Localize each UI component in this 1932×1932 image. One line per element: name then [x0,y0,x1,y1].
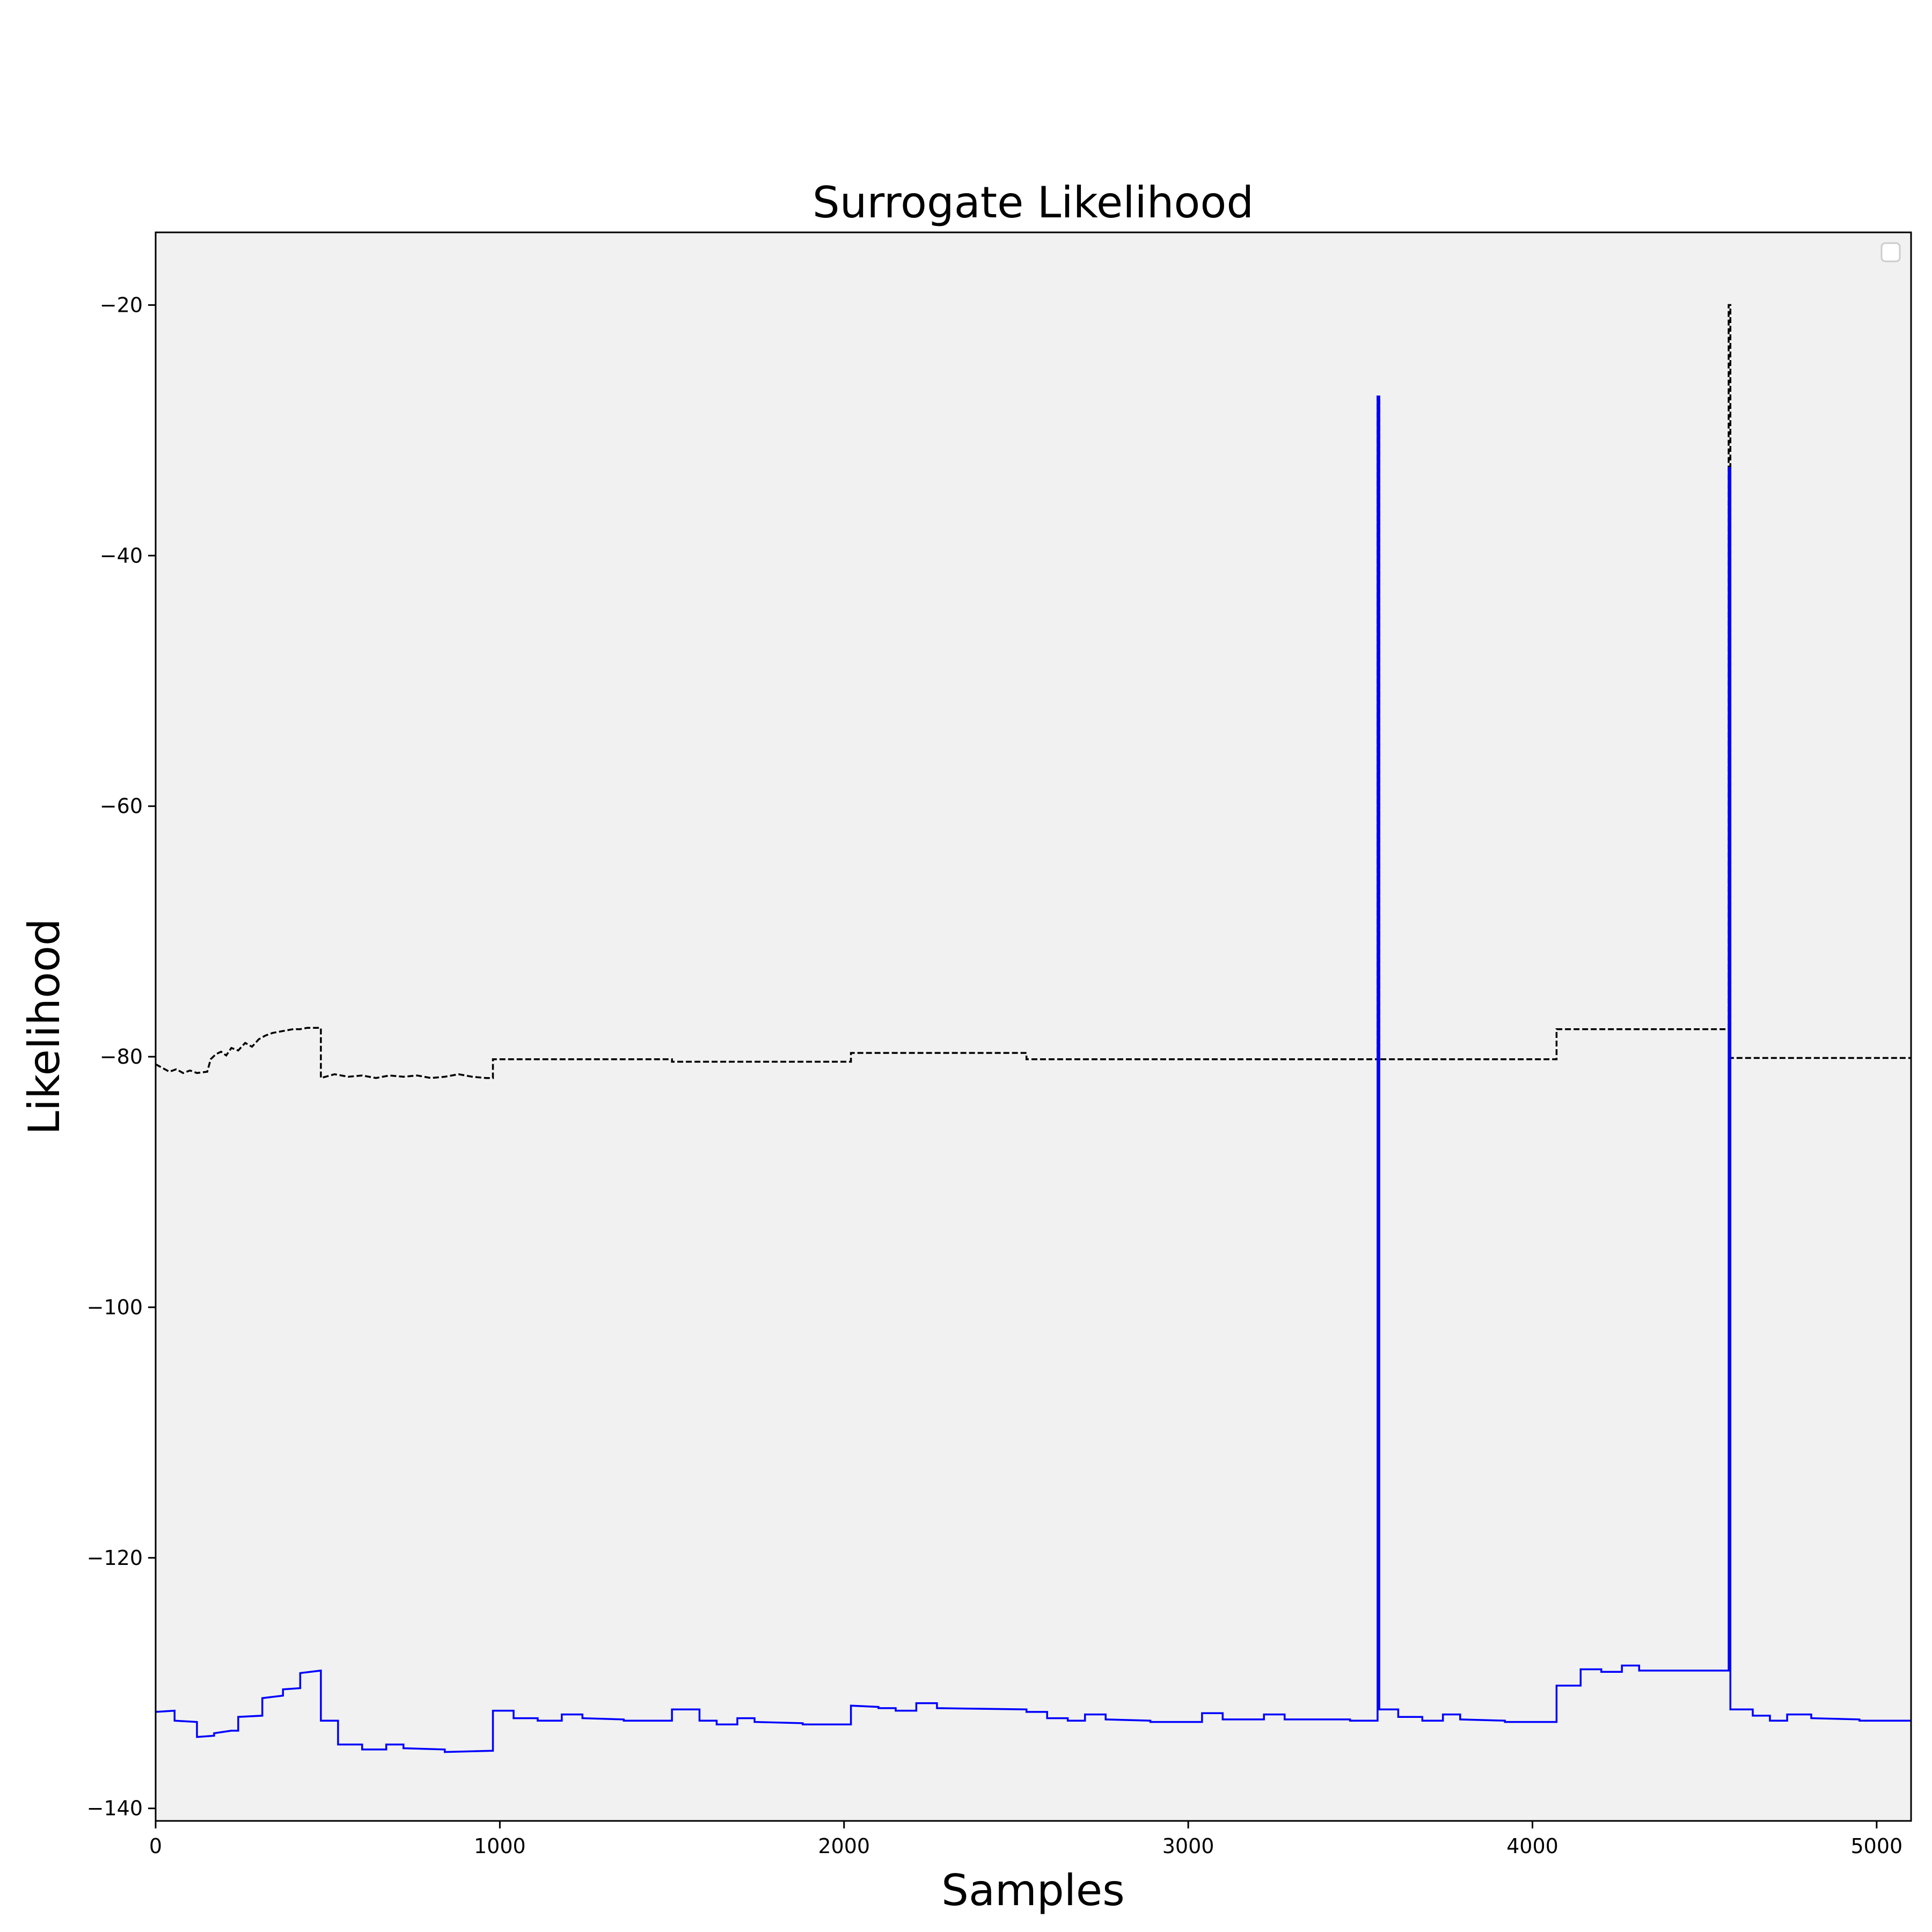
y-axis-ticks: −20 −40 −60 −80 −100 −120 −140 [87,293,156,1820]
x-tick-label: 5000 [1851,1834,1903,1858]
legend-box[interactable] [1880,242,1901,262]
x-axis-ticks: 0 1000 2000 3000 4000 5000 [149,1821,1902,1858]
y-tick-label: −20 [100,293,143,317]
x-tick-label: 0 [149,1834,162,1858]
y-tick-label: −40 [100,544,143,567]
x-axis-title: Samples [941,1865,1125,1915]
chart-title: Surrogate Likelihood [813,178,1254,228]
series-line-2 [155,396,1911,1753]
y-tick-label: −80 [100,1045,143,1069]
plot-frame [155,231,1912,1822]
x-tick-label: 3000 [1162,1834,1214,1858]
data-layer [155,304,1911,1753]
x-tick-label: 4000 [1506,1834,1558,1858]
x-tick-label: 2000 [818,1834,870,1858]
y-tick-label: −120 [87,1546,143,1570]
y-tick-label: −140 [87,1797,143,1820]
y-tick-label: −100 [87,1296,143,1319]
y-tick-label: −60 [100,794,143,818]
x-tick-label: 1000 [474,1834,526,1858]
plot-area [156,232,1911,1821]
series-line-1 [155,304,1911,1079]
y-axis-title: Likelihood [19,918,69,1135]
